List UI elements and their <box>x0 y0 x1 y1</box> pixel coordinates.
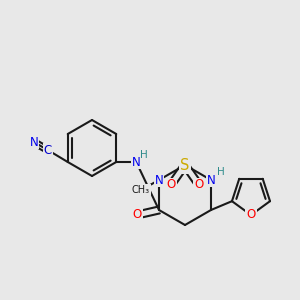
Text: N: N <box>29 136 38 148</box>
Text: H: H <box>217 167 225 177</box>
Text: O: O <box>194 178 204 191</box>
Text: S: S <box>180 158 190 172</box>
Text: N: N <box>132 155 141 169</box>
Text: N: N <box>154 173 164 187</box>
Text: C: C <box>44 143 52 157</box>
Text: O: O <box>132 208 142 221</box>
Text: CH₃: CH₃ <box>132 185 150 195</box>
Text: O: O <box>246 208 256 221</box>
Text: N: N <box>207 173 215 187</box>
Text: O: O <box>167 178 176 191</box>
Text: H: H <box>140 150 148 160</box>
